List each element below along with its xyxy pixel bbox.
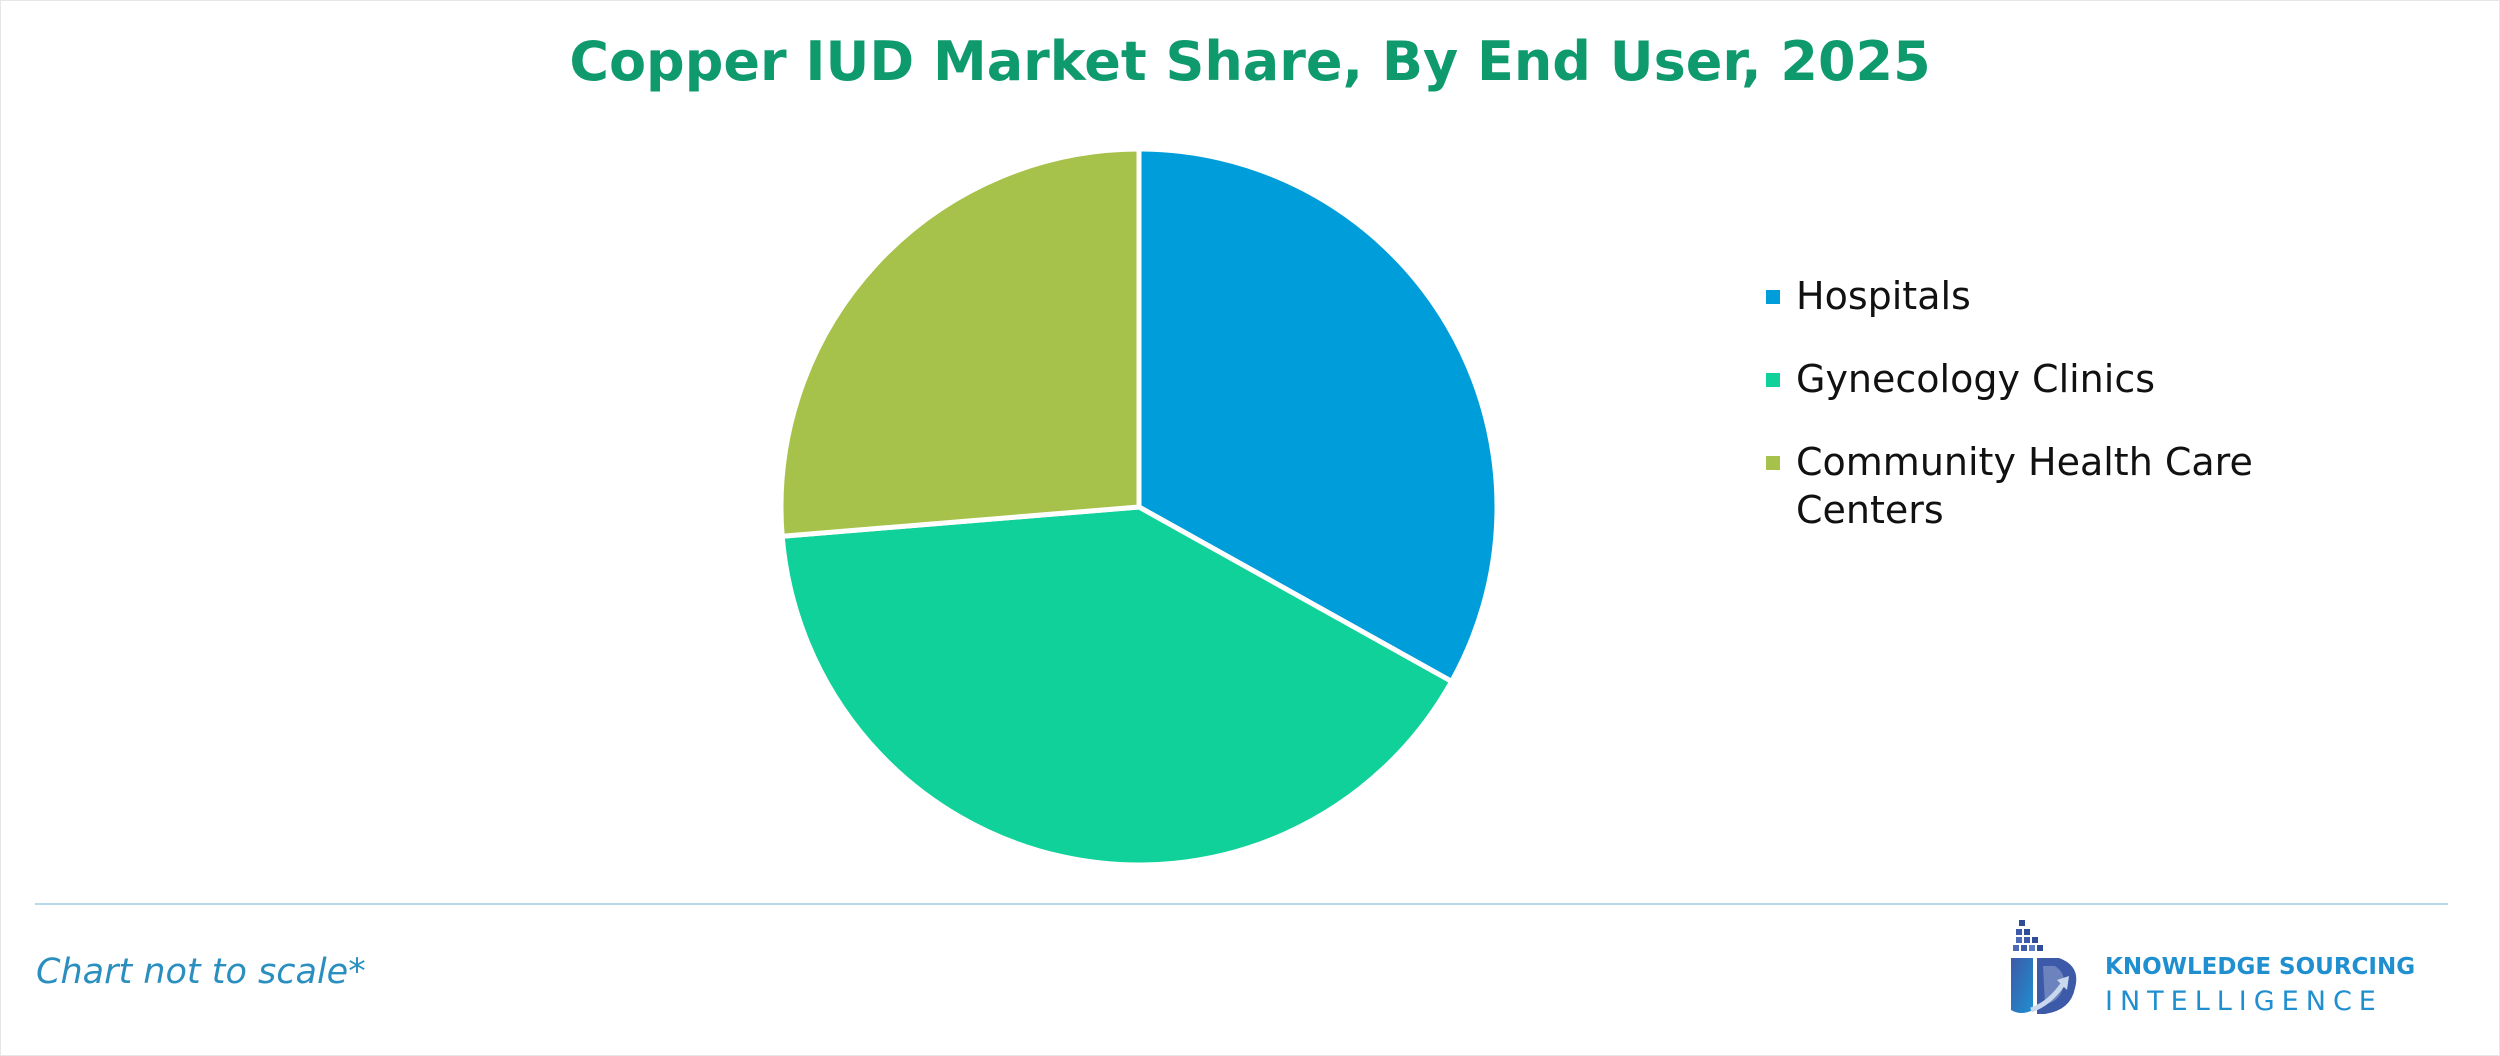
legend-label-gynecology-clinics: Gynecology Clinics	[1796, 357, 2155, 401]
legend-swatch-gynecology-clinics	[1766, 373, 1780, 387]
footnote: Chart not to scale*	[36, 952, 366, 992]
legend-label-community-health-care-centers: Community Health Care Centers	[1796, 440, 2253, 532]
legend-swatch-hospitals	[1766, 290, 1780, 304]
logo-text-line2: INTELLIGENCE	[2105, 986, 2383, 1017]
legend-item-community-health-care-centers: Community Health Care Centers	[1766, 438, 2326, 534]
legend-item-gynecology-clinics: Gynecology Clinics	[1766, 355, 2326, 403]
pie-slice-community-health-care-centers	[781, 149, 1139, 536]
company-logo: KNOWLEDGE SOURCING INTELLIGENCE	[2005, 918, 2425, 1028]
legend-swatch-community-health-care-centers	[1766, 456, 1780, 470]
legend-item-hospitals: Hospitals	[1766, 272, 2326, 320]
chart-legend: Hospitals Gynecology Clinics Community H…	[1766, 272, 2326, 569]
logo-icon	[2005, 918, 2095, 1028]
pie-slices	[781, 149, 1497, 865]
footer-divider	[35, 903, 2448, 905]
legend-label-hospitals: Hospitals	[1796, 274, 1971, 318]
logo-text-line1: KNOWLEDGE SOURCING	[2105, 954, 2415, 980]
